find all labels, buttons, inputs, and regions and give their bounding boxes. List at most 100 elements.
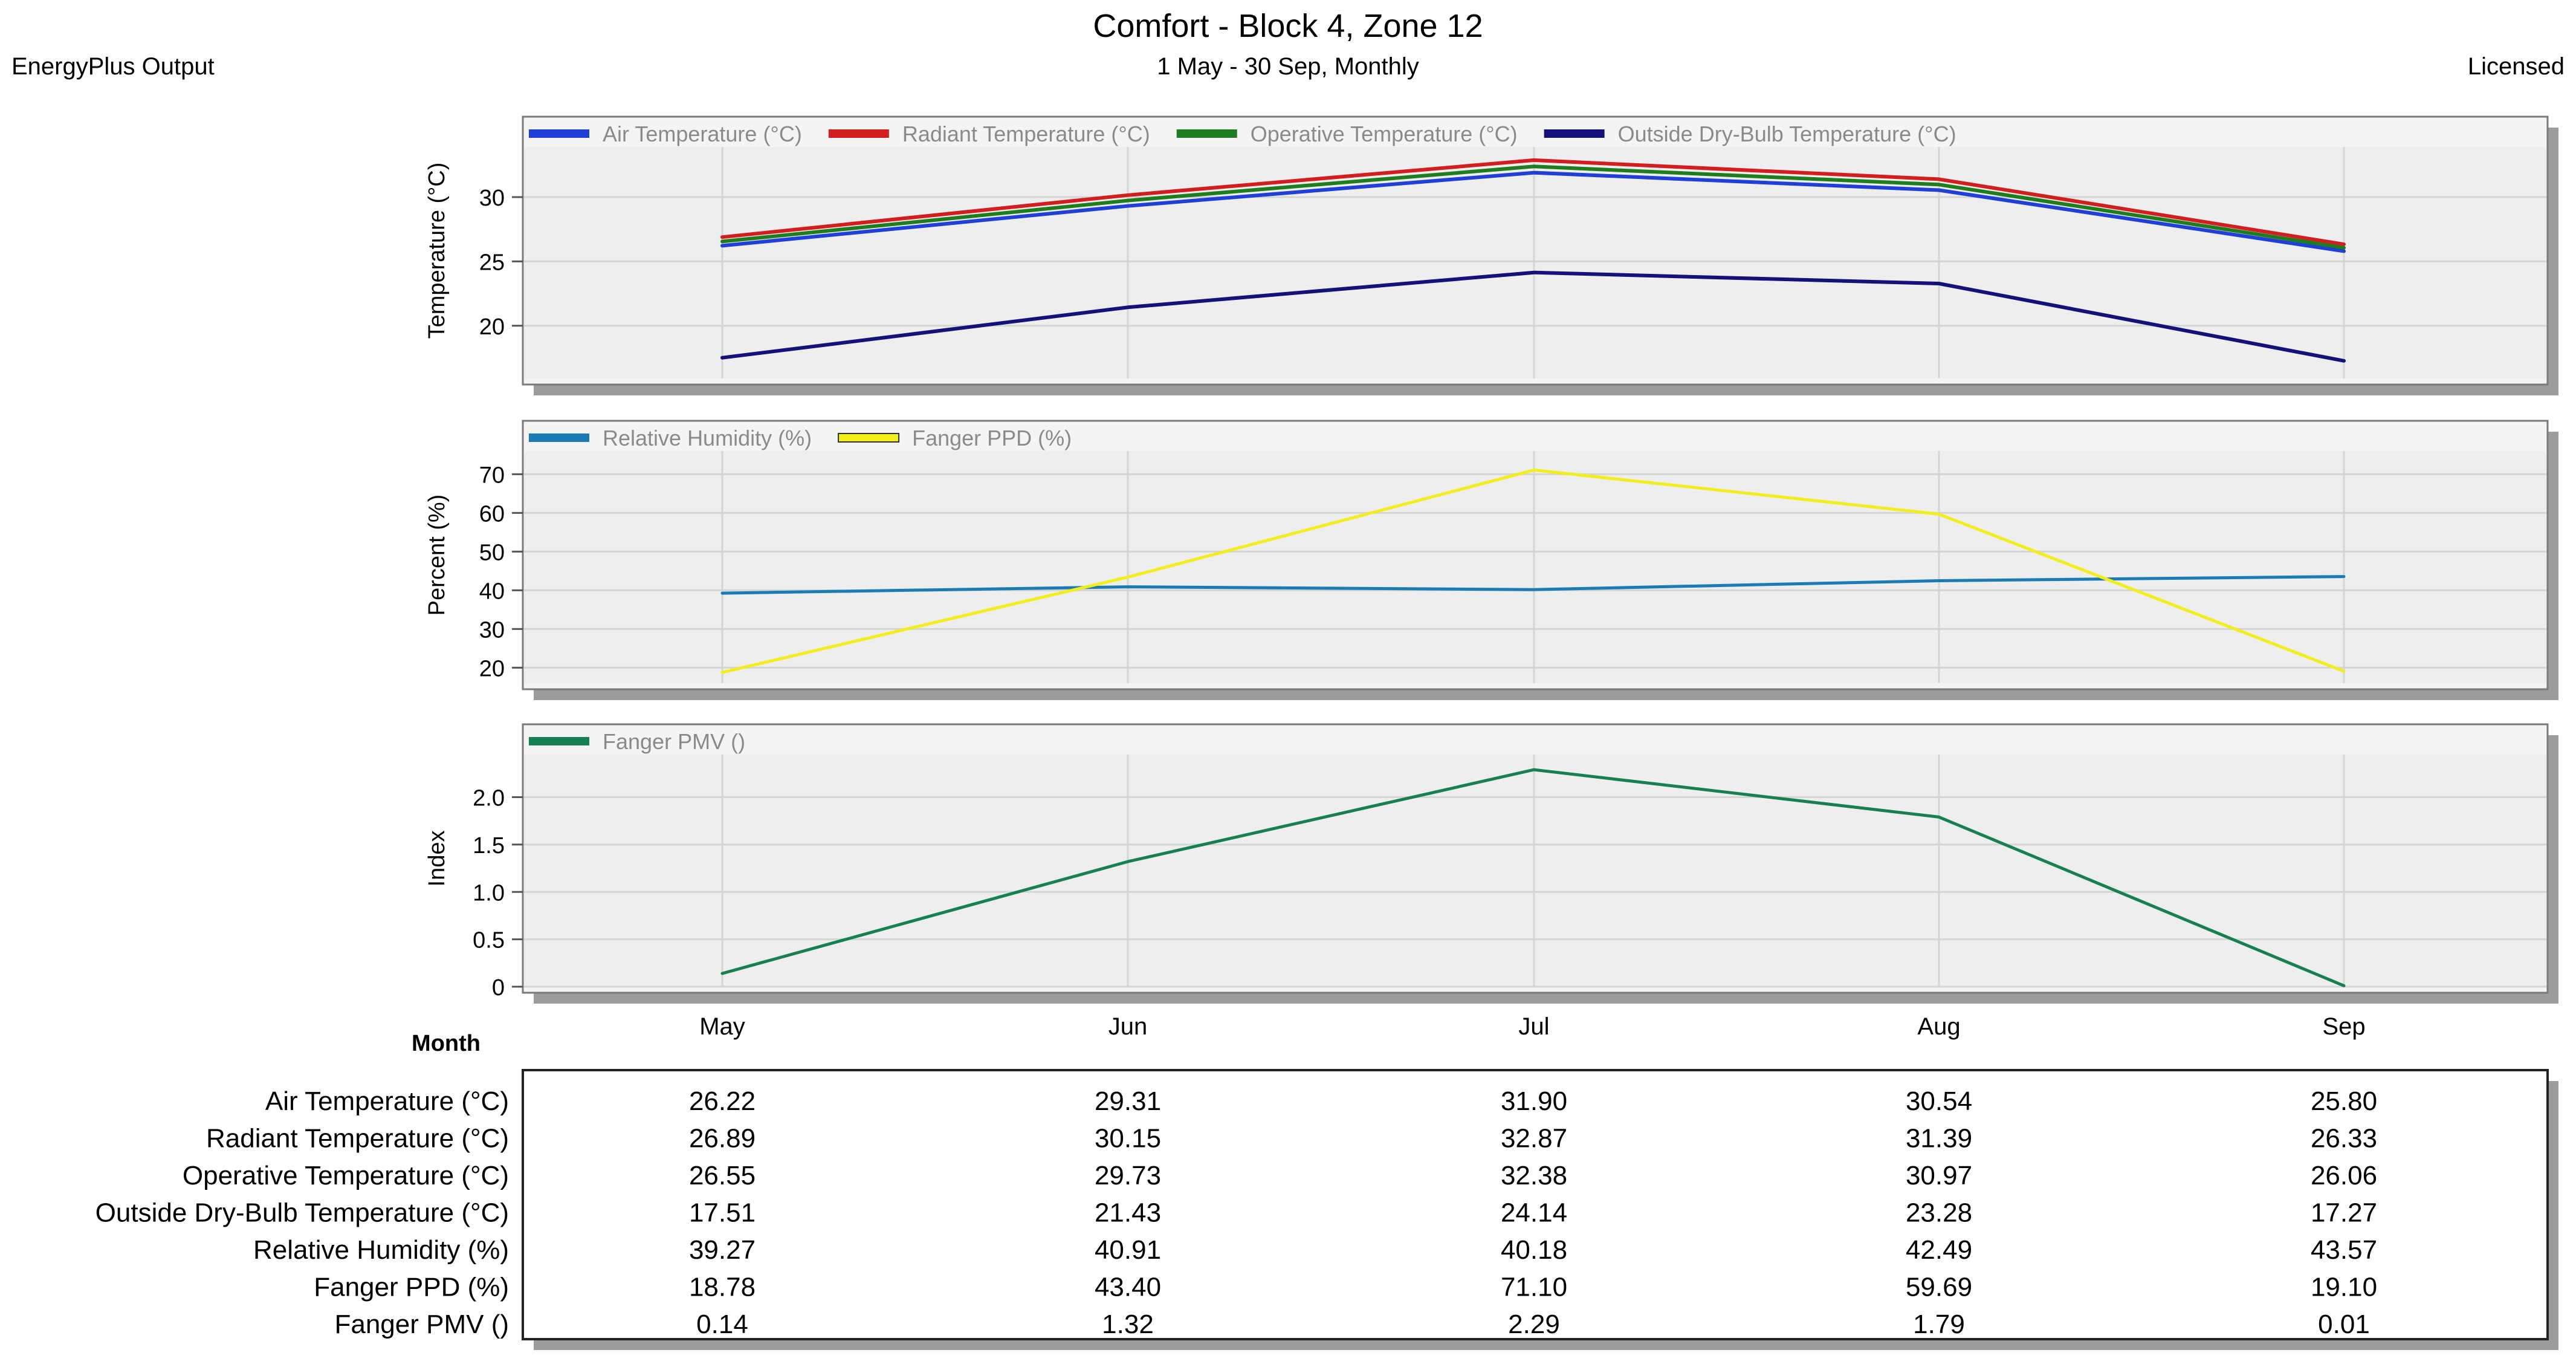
legend-label-fanger-pmv: Fanger PMV () [603, 729, 745, 754]
y-tick-label: 20 [479, 656, 505, 681]
report-source: EnergyPlus Output [11, 53, 215, 80]
y-axis-title: Index [424, 831, 450, 887]
y-tick-label: 1.0 [473, 880, 505, 906]
y-tick-label: 50 [479, 540, 505, 565]
table-cell: 42.49 [1906, 1235, 1972, 1265]
legend-swatch-outside-dry-bulb-temperature-c [1544, 129, 1605, 138]
series-line-outside-dry-bulb-temperature-c [720, 270, 2346, 363]
license-label: Licensed [2467, 53, 2565, 80]
report-title: Comfort - Block 4, Zone 12 [1093, 8, 1483, 44]
plot-area [524, 755, 2546, 987]
report-period: 1 May - 30 Sep, Monthly [1157, 53, 1419, 80]
table-row-label: Air Temperature (°C) [265, 1086, 509, 1116]
x-tick-label: Aug [1917, 1013, 1960, 1040]
y-tick-label: 0 [492, 975, 505, 1001]
table-cell: 30.15 [1095, 1124, 1161, 1154]
x-tick-label: Jul [1518, 1013, 1549, 1040]
legend-label-operative-temperature-c: Operative Temperature (°C) [1251, 122, 1518, 146]
legend-label-fanger-ppd: Fanger PPD (%) [912, 426, 1072, 450]
x-tick-label: May [699, 1013, 745, 1040]
table-cell: 17.51 [689, 1198, 756, 1228]
table-row-label: Radiant Temperature (°C) [206, 1124, 509, 1154]
table-cell: 25.80 [2311, 1086, 2377, 1116]
table-cell: 2.29 [1508, 1310, 1560, 1339]
chart-panel-temperature: 20 25 30 Temperature (°C) Air Temperature (°… [424, 115, 2558, 395]
legend-label-air-temperature-c: Air Temperature (°C) [603, 122, 802, 146]
table-cell: 30.54 [1906, 1086, 1972, 1116]
table-row-label: Fanger PMV () [334, 1310, 509, 1339]
table-cell: 31.90 [1501, 1086, 1567, 1116]
table-row-label: Outside Dry-Bulb Temperature (°C) [95, 1198, 509, 1228]
table-cell: 24.14 [1501, 1198, 1567, 1228]
chart-panel-percent: 20 30 40 50 60 70 Percent (%) Relative Humidity… [424, 420, 2558, 700]
table-cell: 18.78 [689, 1273, 756, 1302]
table-row-label: Fanger PPD (%) [314, 1273, 509, 1302]
table-cell: 23.28 [1906, 1198, 1972, 1228]
chart-panel-index: 0 0.5 1.0 1.5 2.0 Index Fanger PMV () [424, 723, 2558, 1004]
table-cell: 21.43 [1095, 1198, 1161, 1228]
table-frame [522, 1069, 2549, 1340]
table-row-operative-temperature-c: Operative Temperature (°C) 26.55 29.73 32.3… [183, 1161, 2377, 1190]
table-cell: 32.87 [1501, 1124, 1567, 1154]
legend-label-radiant-temperature-c: Radiant Temperature (°C) [902, 122, 1150, 146]
table-cell: 26.33 [2311, 1124, 2377, 1154]
x-tick-label: Sep [2322, 1013, 2365, 1040]
table-row-label: Operative Temperature (°C) [183, 1161, 509, 1190]
data-table: Air Temperature (°C) 26.22 29.31 31.90 30.54… [95, 1069, 2558, 1350]
table-cell: 30.97 [1906, 1161, 1972, 1190]
table-cell: 26.22 [689, 1086, 756, 1116]
legend-swatch-radiant-temperature-c [828, 129, 889, 138]
series-line-relative-humidity [720, 575, 2346, 595]
table-cell: 1.79 [1913, 1310, 1965, 1339]
legend-swatch-fanger-pmv [529, 737, 589, 745]
table-cell: 29.73 [1095, 1161, 1161, 1190]
table-row-outside-dry-bulb-temperature-c: Outside Dry-Bulb Temperature (°C) 17.51 21… [95, 1198, 2377, 1228]
table-cell: 40.91 [1095, 1235, 1161, 1265]
table-cell: 17.27 [2311, 1198, 2377, 1228]
y-tick-label: 25 [479, 250, 505, 275]
legend-label-outside-dry-bulb-temperature-c: Outside Dry-Bulb Temperature (°C) [1618, 122, 1956, 146]
y-tick-label: 2.0 [473, 786, 505, 811]
legend-swatch-relative-humidity [529, 433, 589, 442]
legend-swatch-air-temperature-c [529, 129, 589, 138]
table-row-radiant-temperature-c: Radiant Temperature (°C) 26.89 30.15 32.87 3… [206, 1124, 2377, 1154]
table-cell: 26.55 [689, 1161, 756, 1190]
legend-swatch-fanger-ppd [838, 433, 900, 443]
table-cell: 26.89 [689, 1124, 756, 1154]
table-cell: 1.32 [1102, 1310, 1154, 1339]
x-axis-title: Month [412, 1031, 481, 1056]
table-cell: 43.57 [2311, 1235, 2377, 1265]
y-tick-label: 40 [479, 579, 505, 604]
table-cell: 43.40 [1095, 1273, 1161, 1302]
series-line-operative-temperature-c [720, 164, 2346, 250]
table-cell: 31.39 [1906, 1124, 1972, 1154]
series-line-fanger-pmv [720, 768, 2346, 987]
table-cell: 71.10 [1501, 1273, 1567, 1302]
table-cell: 40.18 [1501, 1235, 1567, 1265]
table-row-fanger-ppd: Fanger PPD (%) 18.78 43.40 71.10 59.69 19.10 [314, 1273, 2377, 1302]
table-cell: 32.38 [1501, 1161, 1567, 1190]
series-line-radiant-temperature-c [720, 158, 2346, 247]
series-line-air-temperature-c [720, 170, 2346, 253]
y-axis-title: Percent (%) [424, 495, 450, 616]
table-row-air-temperature-c: Air Temperature (°C) 26.22 29.31 31.90 30.54… [265, 1086, 2377, 1116]
y-tick-label: 30 [479, 617, 505, 643]
legend-label-relative-humidity: Relative Humidity (%) [603, 426, 812, 450]
table-cell: 39.27 [689, 1235, 756, 1265]
y-tick-label: 30 [479, 186, 505, 211]
x-tick-label: Jun [1108, 1013, 1148, 1040]
series-line-fanger-ppd [720, 468, 2346, 674]
table-row-relative-humidity: Relative Humidity (%) 39.27 40.91 40.18 42.4… [253, 1235, 2377, 1265]
y-tick-label: 1.5 [473, 833, 505, 859]
table-cell: 59.69 [1906, 1273, 1972, 1302]
y-tick-label: 70 [479, 463, 505, 488]
table-cell: 26.06 [2311, 1161, 2377, 1190]
y-tick-label: 20 [479, 314, 505, 340]
table-cell: 0.14 [696, 1310, 748, 1339]
table-row-label: Relative Humidity (%) [253, 1235, 509, 1265]
y-tick-label: 60 [479, 501, 505, 527]
y-axis-title: Temperature (°C) [424, 163, 450, 339]
plot-area [524, 451, 2546, 683]
